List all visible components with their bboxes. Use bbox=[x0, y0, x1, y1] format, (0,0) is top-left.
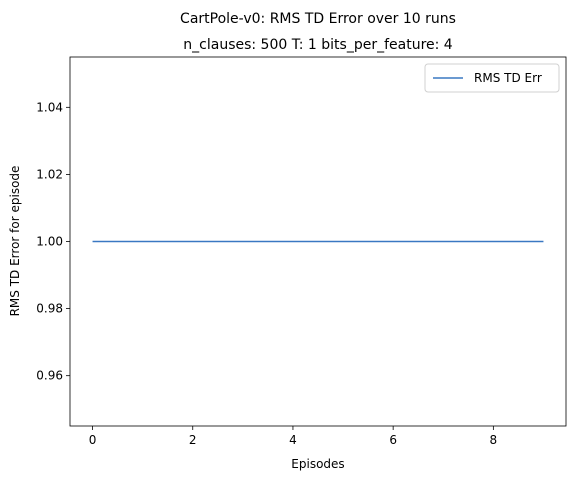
y-tick-label: 1.00 bbox=[36, 235, 63, 249]
y-tick-label: 1.02 bbox=[36, 167, 63, 181]
y-tick-label: 1.04 bbox=[36, 100, 63, 114]
x-tick-label: 6 bbox=[389, 433, 397, 447]
x-tick-label: 0 bbox=[89, 433, 97, 447]
y-tick-label: 0.96 bbox=[36, 369, 63, 383]
legend-label: RMS TD Err bbox=[474, 71, 542, 85]
chart-suptitle: CartPole-v0: RMS TD Error over 10 runs bbox=[180, 11, 456, 27]
x-axis-label: Episodes bbox=[291, 457, 344, 471]
x-axis-ticks: 0 2 4 6 8 bbox=[89, 426, 497, 447]
legend-box bbox=[424, 63, 560, 93]
x-tick-label: 4 bbox=[289, 433, 297, 447]
y-axis-ticks: 0.96 0.98 1.00 1.02 1.04 bbox=[36, 100, 70, 383]
x-tick-label: 2 bbox=[189, 433, 197, 447]
legend: RMS TD Err bbox=[424, 63, 560, 93]
chart-title: n_clauses: 500 T: 1 bits_per_feature: 4 bbox=[183, 37, 453, 53]
y-axis-label: RMS TD Error for episode bbox=[8, 166, 22, 317]
y-tick-label: 0.98 bbox=[36, 302, 63, 316]
plot-frame bbox=[69, 56, 567, 427]
x-tick-label: 8 bbox=[490, 433, 498, 447]
